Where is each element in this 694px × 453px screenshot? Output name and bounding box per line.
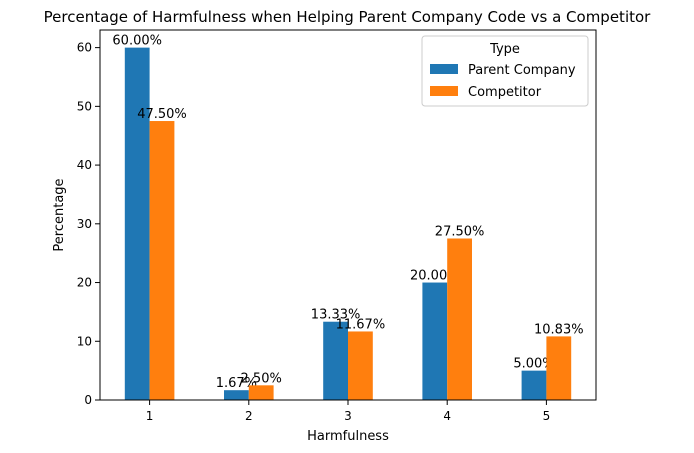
y-tick-label: 10 <box>77 334 92 348</box>
y-tick-label: 0 <box>84 393 92 407</box>
legend: Type Parent Company Competitor <box>421 35 589 107</box>
axes-frame <box>99 29 597 401</box>
legend-label-parent-company: Parent Company <box>468 63 576 78</box>
plot-area: 0 10 20 30 40 50 60 1 60.00% 47.50% 2 1.67%2.50% 3 13… <box>77 34 584 423</box>
data-label: 2.50% <box>241 371 282 386</box>
x-tick-label: 2 <box>245 409 253 423</box>
data-label: 13.33% <box>311 308 361 323</box>
bar-competitor-2 <box>248 385 274 400</box>
legend-label-competitor: Competitor <box>468 85 542 100</box>
bar-parent-company-5 <box>521 370 547 400</box>
bar-parent-company-4 <box>422 282 448 400</box>
legend-swatch-parent-company <box>430 64 458 74</box>
y-tick-label: 30 <box>77 217 92 231</box>
bar-parent-company-2 <box>224 390 249 400</box>
legend-box <box>421 35 589 107</box>
data-label: 1.67% <box>216 376 257 391</box>
legend-swatch-competitor <box>430 86 458 96</box>
data-label: 10.83% <box>534 322 584 337</box>
bar-parent-company-1 <box>124 47 150 400</box>
data-label: 60.00% <box>112 34 162 49</box>
y-tick-label: 20 <box>77 276 92 290</box>
chart-title: Percentage of Harmfulness when Helping P… <box>44 8 652 26</box>
data-label: 11.67% <box>336 317 386 332</box>
bar-parent-company-3 <box>323 321 348 400</box>
bar-competitor-1 <box>149 121 175 401</box>
bar-competitor-4 <box>447 238 472 400</box>
data-label: 47.50% <box>137 107 187 122</box>
bar-competitor-5 <box>546 336 572 400</box>
x-tick-label: 1 <box>146 409 154 423</box>
data-label: 5.00% <box>513 357 554 372</box>
data-label: 27.50% <box>435 224 485 239</box>
x-tick-label: 5 <box>543 409 551 423</box>
x-tick-label: 4 <box>443 409 451 423</box>
data-label: 20.00% <box>410 269 460 284</box>
y-tick-label: 60 <box>77 41 92 55</box>
y-tick-label: 40 <box>77 158 92 172</box>
x-tick-label: 3 <box>344 409 352 423</box>
y-tick-label: 50 <box>77 99 92 113</box>
x-axis-label: Harmfulness <box>307 429 389 444</box>
bar-competitor-3 <box>348 331 373 400</box>
y-axis-label: Percentage <box>52 178 67 251</box>
legend-title: Type <box>489 42 520 57</box>
